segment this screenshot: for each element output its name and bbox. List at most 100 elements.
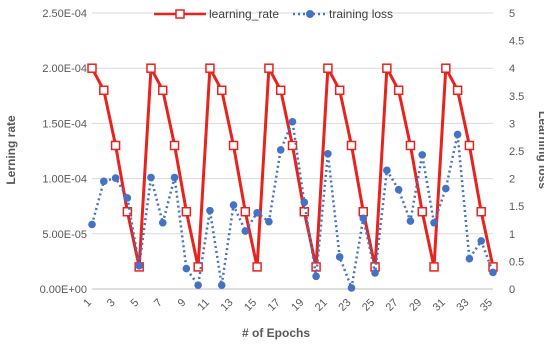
data-point-learning-rate (193, 262, 203, 272)
data-point-learning-rate (205, 63, 215, 73)
data-point-learning-rate (169, 140, 180, 151)
left-tick-label: 5.00E-05 (42, 229, 87, 241)
data-point-learning-rate (393, 85, 404, 96)
right-tick-label: 4 (509, 63, 515, 75)
x-tick-label: 1 (81, 297, 94, 310)
x-tick-label: 33 (454, 297, 471, 314)
data-point-training-loss (489, 268, 497, 277)
data-point-training-loss (465, 254, 474, 263)
data-point-training-loss (111, 174, 120, 182)
right-tick-label: 1 (509, 229, 515, 241)
data-point-training-loss (229, 201, 238, 209)
legend-label-training-loss: training loss (329, 7, 393, 21)
data-point-learning-rate (216, 85, 227, 96)
legend: learning_rate training loss (154, 7, 393, 21)
data-point-learning-rate (87, 63, 97, 73)
data-point-training-loss (430, 218, 438, 227)
data-point-training-loss (418, 151, 427, 159)
x-tick-label: 35 (478, 297, 495, 314)
x-tick-label: 9 (176, 297, 189, 310)
right-tick-label: 3.5 (509, 91, 524, 103)
data-point-learning-rate (264, 63, 274, 73)
left-tick-label: 1.50E-04 (42, 118, 87, 130)
x-tick-label: 31 (431, 297, 448, 314)
data-point-training-loss (182, 264, 191, 273)
x-tick-label: 11 (196, 297, 213, 314)
data-point-learning-rate (110, 140, 121, 151)
x-tick-label: 19 (289, 297, 306, 314)
series-line-learning-rate (90, 66, 495, 269)
data-point-learning-rate (99, 85, 109, 96)
data-point-training-loss (324, 149, 332, 158)
data-point-training-loss (477, 237, 486, 245)
left-axis-title: Lerning rate (4, 115, 18, 185)
data-point-training-loss (359, 214, 368, 223)
data-point-training-loss (265, 217, 273, 226)
right-tick-label: 0 (509, 284, 515, 296)
data-point-learning-rate (476, 206, 486, 217)
right-axis-ticks: 0 0.5 1 1.5 2 2.5 3 3.5 4 4.5 5 (509, 8, 524, 296)
data-point-training-loss (135, 262, 143, 270)
right-tick-label: 0.5 (509, 256, 524, 268)
x-axis-ticks: 1 3 5 7 9 11 13 15 17 19 21 23 25 27 29 31 33 35 (81, 297, 495, 314)
right-tick-label: 3 (509, 118, 515, 130)
data-point-learning-rate (452, 85, 463, 96)
data-point-learning-rate (441, 63, 451, 73)
data-point-training-loss (300, 198, 309, 207)
data-point-training-loss (123, 194, 132, 202)
data-point-training-loss (406, 217, 415, 225)
data-point-training-loss (371, 269, 379, 277)
data-point-training-loss (276, 146, 285, 154)
series-layer (87, 63, 498, 292)
x-tick-label: 17 (266, 297, 283, 314)
legend-marker-learning-rate (175, 9, 185, 19)
data-point-training-loss (194, 281, 202, 289)
x-tick-label: 3 (105, 297, 118, 310)
data-point-learning-rate (346, 140, 357, 151)
data-point-training-loss (383, 166, 391, 175)
x-tick-label: 21 (313, 297, 330, 314)
data-point-training-loss (288, 117, 297, 126)
data-point-training-loss (170, 173, 179, 182)
data-point-learning-rate (252, 262, 262, 272)
data-point-learning-rate (146, 63, 156, 73)
right-tick-label: 5 (509, 8, 515, 20)
data-point-training-loss (99, 177, 108, 186)
data-point-learning-rate (122, 206, 133, 217)
x-axis-title: # of Epochs (242, 326, 310, 340)
series-line-training-loss (90, 120, 495, 290)
x-tick-label: 13 (219, 297, 236, 314)
right-tick-label: 2.5 (509, 146, 524, 158)
data-point-learning-rate (287, 140, 298, 151)
x-tick-label: 25 (360, 297, 377, 314)
left-tick-label: 1.00E-04 (42, 174, 87, 186)
x-tick-label: 7 (152, 297, 165, 310)
data-point-learning-rate (405, 140, 416, 151)
data-point-training-loss (442, 184, 450, 193)
x-tick-label: 15 (242, 297, 259, 314)
data-point-learning-rate (417, 206, 427, 217)
data-point-training-loss (158, 218, 167, 227)
data-point-learning-rate (358, 206, 369, 217)
x-tick-label: 27 (384, 297, 401, 314)
x-tick-label: 23 (336, 297, 353, 314)
legend-label-learning-rate: learning_rate (209, 7, 279, 21)
data-point-training-loss (394, 185, 403, 194)
data-point-training-loss (88, 220, 96, 229)
data-point-learning-rate (464, 140, 475, 151)
left-tick-label: 2.50E-04 (42, 8, 87, 20)
data-point-training-loss (241, 227, 250, 235)
legend-marker-training-loss (306, 10, 314, 18)
x-tick-label: 5 (128, 297, 141, 310)
right-axis-title: Learning loss (536, 111, 544, 189)
data-point-learning-rate (181, 206, 192, 217)
data-point-learning-rate (323, 63, 333, 73)
data-point-training-loss (147, 173, 155, 182)
right-tick-label: 1.5 (509, 201, 524, 213)
data-point-learning-rate (334, 85, 345, 96)
data-point-learning-rate (158, 85, 168, 96)
left-axis-ticks: 0.00E+00 5.00E-05 1.00E-04 1.50E-04 2.00E-04… (40, 8, 87, 296)
x-tick-label: 29 (407, 297, 424, 314)
data-point-training-loss (253, 209, 261, 217)
data-point-training-loss (217, 281, 226, 289)
